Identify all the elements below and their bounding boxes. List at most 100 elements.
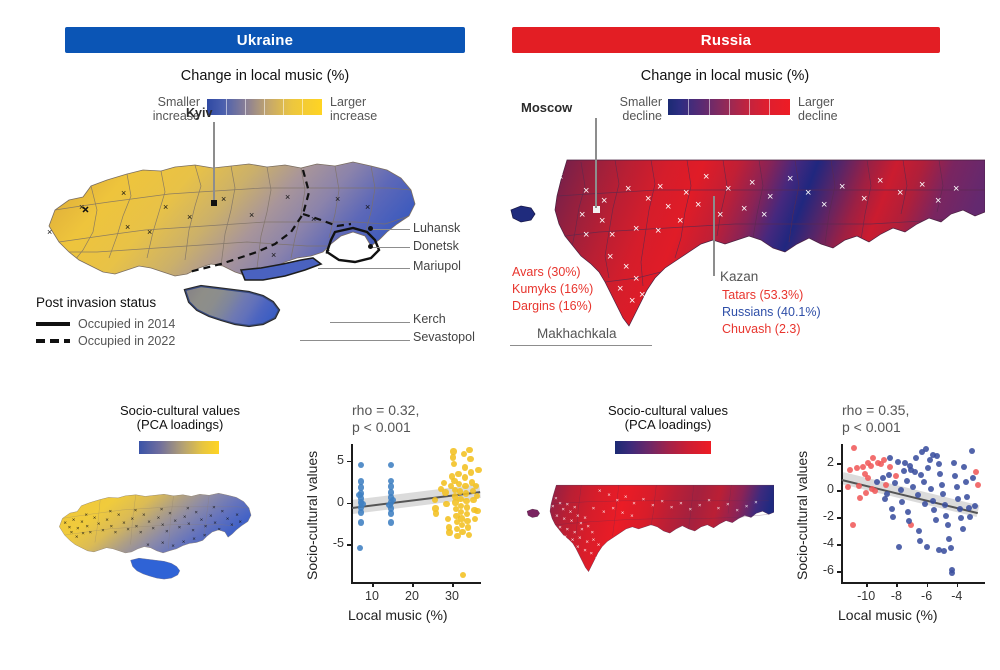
svg-text:×: × [590, 551, 593, 557]
kaliningrad-exclave [510, 205, 536, 223]
svg-text:×: × [285, 192, 290, 202]
ukraine-scatter-plot[interactable]: rho = 0.32, p < 0.001 Socio-cultural val… [290, 400, 490, 630]
russia-pca-colorbar [615, 441, 711, 454]
svg-text:×: × [639, 289, 645, 301]
colorbar-ticks [668, 99, 790, 115]
svg-text:×: × [767, 191, 773, 203]
svg-text:×: × [602, 569, 605, 575]
scatter-point [974, 481, 981, 488]
label-makhachkala: Makhachkala [537, 326, 617, 341]
svg-text:×: × [165, 529, 168, 535]
scatter-point [475, 466, 482, 474]
scatter-point [893, 473, 900, 480]
scatter-point [958, 515, 965, 522]
crimea-landmass [183, 284, 281, 328]
russia-choropleth-map[interactable]: × × × × × × × × × × × × × × × × × × × × × × × × × × × × × × … [505, 152, 985, 367]
svg-text:×: × [174, 519, 177, 525]
svg-text:×: × [591, 530, 594, 536]
svg-text:×: × [235, 512, 238, 518]
scatter-point [886, 464, 893, 470]
russia-scatter-plot[interactable]: rho = 0.35, p < 0.001 Socio-cultural val… [790, 400, 1000, 630]
svg-text:×: × [163, 202, 168, 212]
svg-text:×: × [805, 187, 811, 199]
scatter-point [911, 469, 918, 476]
scatter-point [452, 493, 459, 500]
dashed-line-key [36, 338, 70, 343]
russia-pvalue-line2: p < 0.001 [842, 419, 901, 435]
russia-pca-title: Socio-cultural values (PCA loadings) [608, 403, 728, 432]
scatter-point [471, 506, 478, 514]
scatter-point [869, 485, 876, 492]
scatter-point [388, 505, 395, 512]
ukraine-choropleth-map[interactable]: × × × × × × × × × × × × × × × [35, 140, 455, 355]
svg-text:×: × [617, 283, 623, 295]
svg-text:×: × [114, 530, 117, 536]
svg-text:×: × [630, 513, 633, 519]
svg-text:×: × [677, 215, 683, 227]
y-tick [837, 490, 842, 492]
x-tick-label: 30 [445, 589, 459, 603]
scatter-point [846, 466, 853, 473]
svg-text:×: × [200, 518, 203, 524]
kyiv-marker [211, 200, 217, 206]
y-tick [347, 460, 352, 463]
svg-text:×: × [689, 507, 692, 513]
scatter-point [461, 464, 468, 471]
russia-pca-map[interactable]: × × × × × × × × × × × × × × × × × × × × × × × × × × × × × × … [524, 462, 774, 612]
svg-text:×: × [566, 502, 569, 508]
scatter-point [857, 495, 864, 502]
svg-text:×: × [168, 511, 171, 517]
x-tick [372, 582, 374, 587]
ukraine-pca-sample-markers: ××× ××× ××× ××× ××× ××× ××× ××× ××× ××× … [64, 505, 242, 550]
svg-text:×: × [86, 524, 89, 530]
svg-text:×: × [221, 194, 226, 204]
svg-text:×: × [160, 507, 163, 513]
svg-text:×: × [249, 210, 254, 220]
scatter-point [450, 448, 457, 455]
scatter-point [906, 462, 913, 469]
scatter-point [464, 524, 472, 531]
ukraine-sample-markers [82, 206, 89, 213]
svg-text:×: × [573, 530, 576, 536]
svg-text:×: × [576, 513, 579, 519]
svg-text:×: × [609, 229, 615, 241]
scatter-point [916, 527, 923, 534]
sevastopol-leader-line [300, 340, 410, 342]
scatter-point [952, 473, 959, 480]
scatter-point [466, 446, 473, 454]
scatter-point [881, 457, 888, 464]
svg-text:×: × [703, 171, 709, 183]
scatter-point [864, 459, 871, 466]
scatter-point [849, 522, 856, 529]
svg-text:×: × [683, 187, 689, 199]
scatter-point [968, 447, 975, 454]
svg-text:×: × [592, 506, 595, 512]
scatter-point [890, 514, 897, 521]
moscow-leader-line [595, 118, 597, 208]
scatter-point [451, 477, 458, 484]
legend-item-occupied-2014: Occupied in 2014 [36, 316, 175, 331]
ukraine-colorbar-right-label: Larger increase [330, 95, 378, 123]
ukraine-pca-map[interactable]: × × × × × × × × × × × × × × × × × × × × × × × × × × × × × × … [52, 458, 272, 618]
scatter-point [388, 483, 395, 490]
scatter-point [865, 474, 872, 481]
scatter-point [899, 499, 906, 506]
svg-text:×: × [633, 223, 639, 235]
scatter-point [896, 543, 903, 550]
svg-text:×: × [598, 488, 601, 494]
svg-text:×: × [935, 195, 941, 207]
svg-text:×: × [583, 548, 586, 554]
svg-text:×: × [325, 247, 330, 257]
scatter-point [445, 524, 452, 531]
svg-text:×: × [192, 536, 195, 542]
svg-text:×: × [570, 519, 573, 525]
scatter-point [929, 497, 936, 504]
kyiv-leader-line [213, 122, 215, 200]
scatter-point [959, 526, 966, 533]
scatter-point [956, 505, 963, 512]
russia-colorbar-right-label: Larger decline [798, 95, 838, 123]
scatter-point [356, 491, 363, 499]
ukraine-x-axis-title: Local music (%) [348, 607, 448, 623]
scatter-point [855, 482, 862, 489]
